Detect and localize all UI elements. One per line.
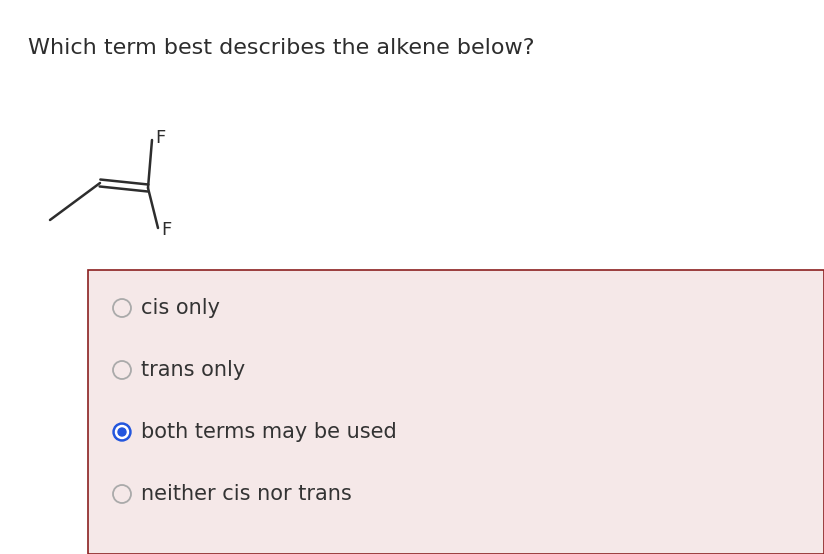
Text: F: F xyxy=(161,221,171,239)
Text: F: F xyxy=(155,129,166,147)
Text: trans only: trans only xyxy=(141,360,246,380)
Text: Which term best describes the alkene below?: Which term best describes the alkene bel… xyxy=(28,38,535,58)
Circle shape xyxy=(115,425,129,439)
Text: cis only: cis only xyxy=(141,298,220,318)
Text: neither cis nor trans: neither cis nor trans xyxy=(141,484,352,504)
Circle shape xyxy=(118,428,126,436)
Circle shape xyxy=(113,423,131,441)
Bar xyxy=(88,270,824,554)
Text: both terms may be used: both terms may be used xyxy=(141,422,396,442)
